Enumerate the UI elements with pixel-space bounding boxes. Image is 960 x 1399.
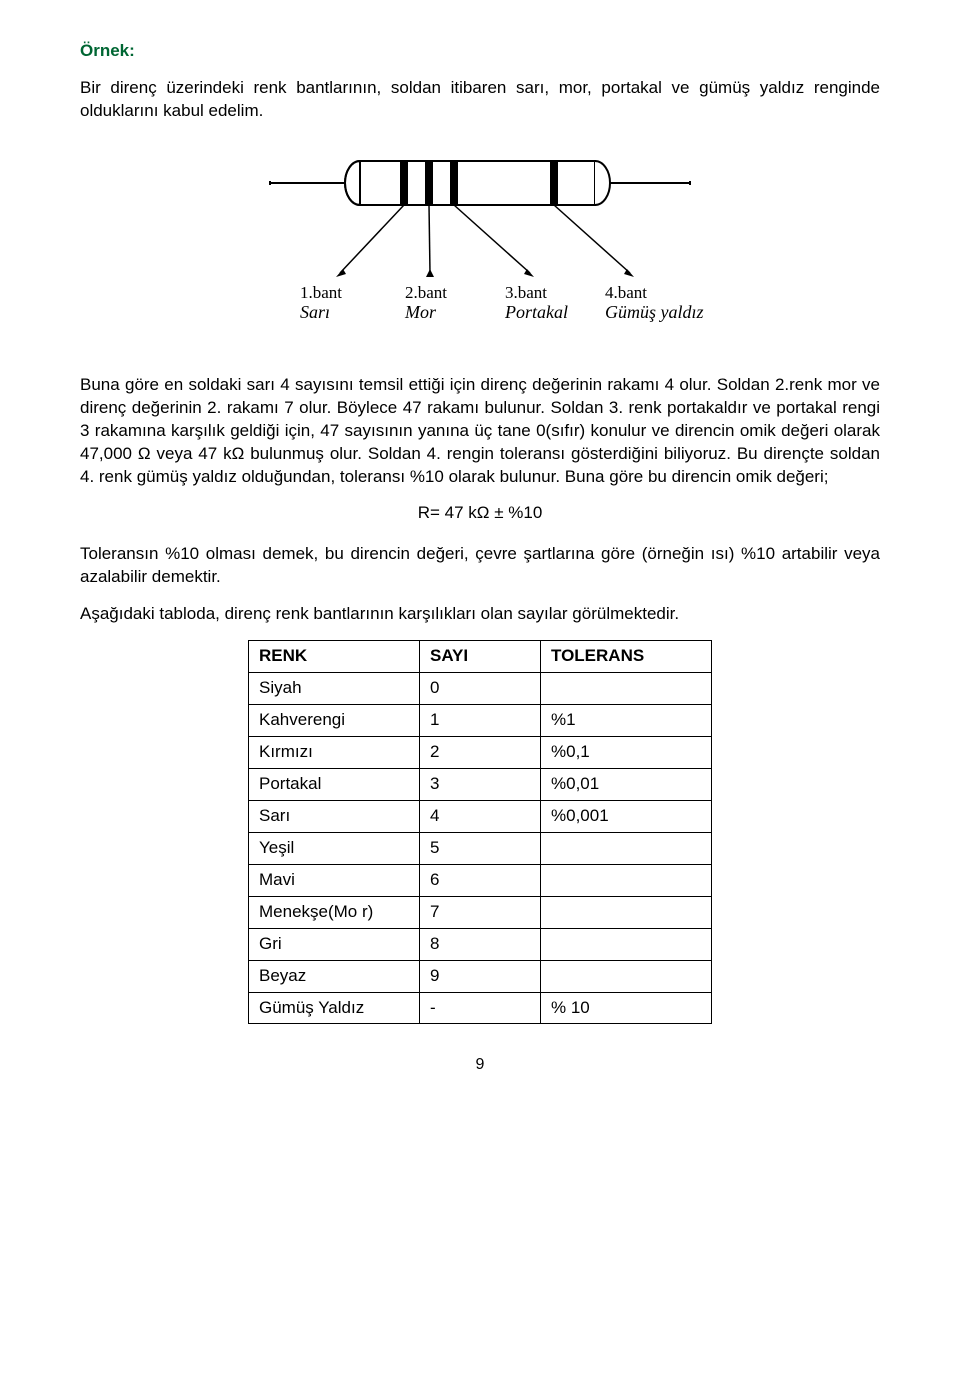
band2-num: 2.bant xyxy=(405,283,447,302)
cell-sayi: 4 xyxy=(420,800,541,832)
cell-sayi: 9 xyxy=(420,960,541,992)
cell-tolerans xyxy=(541,928,712,960)
table-row: Kahverengi1%1 xyxy=(249,705,712,737)
cell-tolerans xyxy=(541,832,712,864)
cell-sayi: 6 xyxy=(420,864,541,896)
cell-sayi: - xyxy=(420,992,541,1024)
band1-name: Sarı xyxy=(300,302,330,322)
cell-tolerans xyxy=(541,673,712,705)
cell-renk: Kahverengi xyxy=(249,705,420,737)
cell-renk: Beyaz xyxy=(249,960,420,992)
table-row: Menekşe(Mo r)7 xyxy=(249,896,712,928)
table-row: Siyah0 xyxy=(249,673,712,705)
cell-renk: Portakal xyxy=(249,768,420,800)
explanation-paragraph: Buna göre en soldaki sarı 4 sayısını tem… xyxy=(80,374,880,489)
example-heading: Örnek: xyxy=(80,40,880,63)
result-formula: R= 47 kΩ ± %10 xyxy=(80,502,880,525)
table-row: Yeşil5 xyxy=(249,832,712,864)
table-row: Sarı4%0,001 xyxy=(249,800,712,832)
band3-name: Portakal xyxy=(504,302,568,322)
cell-tolerans: % 10 xyxy=(541,992,712,1024)
cell-tolerans xyxy=(541,896,712,928)
tolerance-paragraph: Toleransın %10 olması demek, bu direncin… xyxy=(80,543,880,589)
cell-sayi: 3 xyxy=(420,768,541,800)
cell-tolerans xyxy=(541,864,712,896)
color-code-table: RENK SAYI TOLERANS Siyah0Kahverengi1%1Kı… xyxy=(248,640,712,1024)
cell-sayi: 0 xyxy=(420,673,541,705)
resistor-figure: 1.bant Sarı 2.bant Mor 3.bant Portakal 4… xyxy=(80,143,880,350)
cell-renk: Mavi xyxy=(249,864,420,896)
cell-sayi: 8 xyxy=(420,928,541,960)
header-tolerans: TOLERANS xyxy=(541,641,712,673)
cell-renk: Yeşil xyxy=(249,832,420,864)
band1-num: 1.bant xyxy=(300,283,342,302)
table-row: Beyaz9 xyxy=(249,960,712,992)
document-page: Örnek: Bir direnç üzerindeki renk bantla… xyxy=(0,0,960,1106)
table-row: Gri8 xyxy=(249,928,712,960)
table-row: Mavi6 xyxy=(249,864,712,896)
header-sayi: SAYI xyxy=(420,641,541,673)
table-row: Gümüş Yaldız-% 10 xyxy=(249,992,712,1024)
cell-renk: Kırmızı xyxy=(249,737,420,769)
cell-sayi: 1 xyxy=(420,705,541,737)
cell-sayi: 5 xyxy=(420,832,541,864)
header-renk: RENK xyxy=(249,641,420,673)
cell-sayi: 7 xyxy=(420,896,541,928)
cell-tolerans: %0,01 xyxy=(541,768,712,800)
cell-renk: Sarı xyxy=(249,800,420,832)
cell-tolerans: %1 xyxy=(541,705,712,737)
table-header-row: RENK SAYI TOLERANS xyxy=(249,641,712,673)
resistor-icon: 1.bant Sarı 2.bant Mor 3.bant Portakal 4… xyxy=(230,143,730,343)
cell-renk: Siyah xyxy=(249,673,420,705)
cell-renk: Gümüş Yaldız xyxy=(249,992,420,1024)
band4-name: Gümüş yaldız xyxy=(605,302,704,322)
band2-name: Mor xyxy=(404,302,437,322)
band3-num: 3.bant xyxy=(505,283,547,302)
cell-renk: Menekşe(Mo r) xyxy=(249,896,420,928)
intro-paragraph: Bir direnç üzerindeki renk bantlarının, … xyxy=(80,77,880,123)
table-row: Portakal3%0,01 xyxy=(249,768,712,800)
cell-sayi: 2 xyxy=(420,737,541,769)
page-number: 9 xyxy=(80,1054,880,1076)
cell-tolerans: %0,1 xyxy=(541,737,712,769)
cell-tolerans xyxy=(541,960,712,992)
table-intro-paragraph: Aşağıdaki tabloda, direnç renk bantların… xyxy=(80,603,880,626)
table-row: Kırmızı2%0,1 xyxy=(249,737,712,769)
cell-tolerans: %0,001 xyxy=(541,800,712,832)
cell-renk: Gri xyxy=(249,928,420,960)
band4-num: 4.bant xyxy=(605,283,647,302)
